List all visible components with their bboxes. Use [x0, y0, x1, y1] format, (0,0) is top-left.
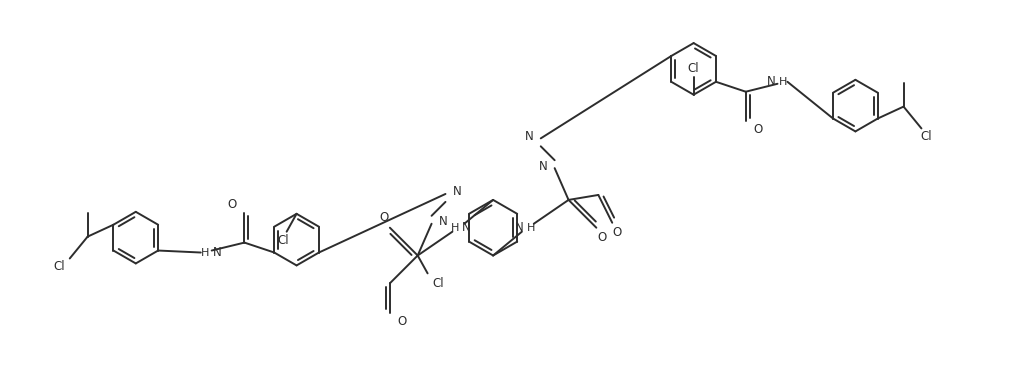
Text: N: N — [453, 185, 461, 199]
Text: O: O — [379, 211, 388, 224]
Text: O: O — [598, 231, 607, 244]
Text: N: N — [767, 75, 776, 88]
Text: Cl: Cl — [432, 277, 444, 290]
Text: Cl: Cl — [53, 260, 65, 273]
Text: H: H — [200, 247, 208, 258]
Text: N: N — [438, 215, 447, 228]
Text: Cl: Cl — [278, 234, 290, 247]
Text: N: N — [516, 221, 524, 234]
Text: H: H — [527, 223, 535, 233]
Text: Cl: Cl — [920, 130, 933, 143]
Text: O: O — [612, 226, 621, 239]
Text: H: H — [779, 77, 787, 87]
Text: H: H — [452, 223, 460, 233]
Text: N: N — [463, 221, 471, 234]
Text: O: O — [398, 314, 407, 327]
Text: Cl: Cl — [687, 62, 700, 75]
Text: O: O — [754, 123, 763, 136]
Text: N: N — [525, 130, 534, 143]
Text: O: O — [227, 199, 237, 211]
Text: N: N — [213, 246, 222, 259]
Text: N: N — [539, 160, 548, 173]
